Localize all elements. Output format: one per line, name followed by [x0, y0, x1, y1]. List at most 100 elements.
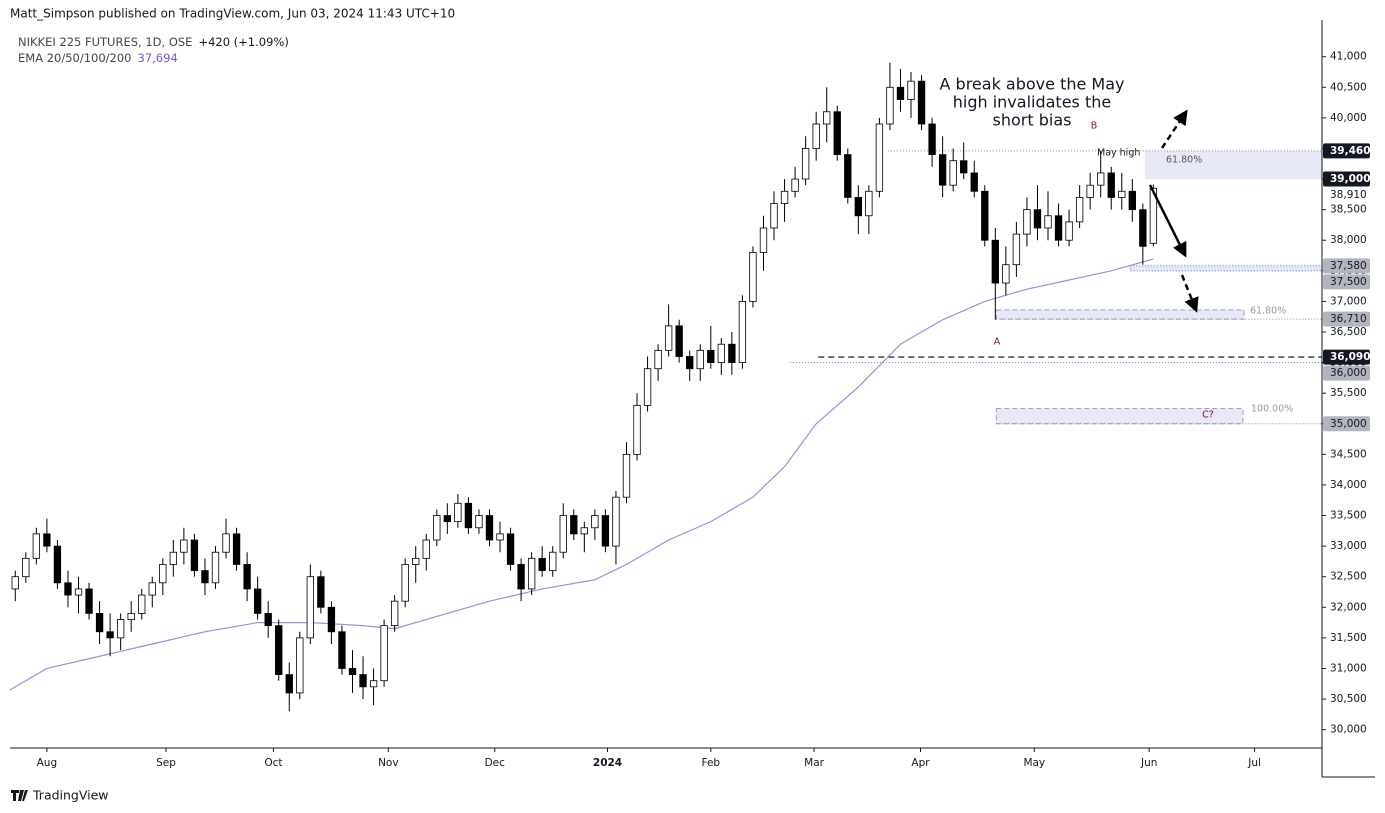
change: +420 (+1.09%)	[198, 35, 288, 49]
y-tick-label: 32,500	[1330, 571, 1367, 583]
candle-body	[612, 496, 620, 547]
candle-body	[433, 515, 441, 541]
y-tick-label: 31,500	[1330, 632, 1367, 644]
candle-body	[95, 613, 104, 633]
candle-body	[138, 594, 146, 614]
ema-line	[9, 258, 1154, 691]
candle-body	[875, 123, 884, 192]
price-label-box	[1323, 171, 1370, 187]
candle-body	[253, 588, 262, 614]
candle-body	[53, 545, 62, 584]
price-label-box	[1323, 274, 1370, 290]
candle-body	[633, 405, 641, 455]
ema-name: EMA 20/50/100/200	[18, 51, 132, 65]
fib-label: 100.00%	[1251, 404, 1293, 415]
wave-label: B	[1091, 121, 1098, 132]
candle-body	[570, 515, 578, 535]
candle-body	[327, 606, 336, 633]
candle-body	[707, 349, 715, 363]
candle-body	[422, 539, 430, 559]
candle-body	[865, 190, 873, 217]
candle-body	[928, 123, 936, 155]
y-tick-label: 34,500	[1330, 448, 1367, 460]
annotation: short bias	[993, 111, 1072, 130]
candle-body	[1012, 233, 1021, 266]
arrow	[1180, 274, 1199, 313]
price-label: 37,500	[1330, 276, 1367, 288]
y-tick-label: 30,000	[1330, 724, 1367, 736]
candle-body	[675, 325, 683, 357]
logo	[11, 790, 28, 801]
candle-body	[981, 190, 989, 241]
candle-body	[559, 515, 567, 553]
candle-body	[443, 515, 452, 523]
candle-body	[369, 680, 378, 688]
x-tick-label: May	[1023, 757, 1045, 769]
price-label-box	[1323, 143, 1370, 159]
y-tick-label: 34,000	[1330, 479, 1367, 491]
candle-body	[780, 190, 789, 204]
price-label: 39,460	[1330, 145, 1371, 157]
candle-body	[485, 515, 494, 541]
candle-body	[116, 619, 125, 639]
levels	[789, 150, 1322, 425]
candle-body	[1139, 209, 1147, 247]
wave-label: C?	[1202, 410, 1214, 421]
x-tick-label: Sep	[156, 757, 176, 769]
candle-body	[896, 86, 905, 100]
candle-body	[475, 515, 483, 529]
annotation: high invalidates the	[953, 93, 1111, 112]
candle-body	[1128, 190, 1136, 211]
y-tick-label: 38,000	[1330, 234, 1367, 246]
candle-body	[886, 86, 894, 125]
x-tick-label: Jun	[1140, 757, 1157, 769]
candle-body	[622, 453, 631, 498]
candle-body	[601, 515, 610, 547]
candle-body	[1107, 172, 1115, 198]
candle-body	[222, 533, 230, 553]
y-tick-label: 40,000	[1330, 112, 1367, 124]
candle-body	[211, 551, 220, 584]
candle-body	[454, 502, 462, 523]
candle-body	[159, 564, 167, 584]
price-label: 38,910	[1330, 189, 1367, 201]
footer: TradingView	[11, 788, 109, 803]
candle-body	[917, 80, 926, 125]
zone	[1129, 265, 1323, 272]
price-label-box	[1323, 258, 1370, 274]
price-axis: 30,000 30,500 31,000 31,500 32,000 32,500 33,0…	[1322, 51, 1371, 736]
candle-body	[496, 533, 504, 541]
candle-body	[22, 557, 30, 578]
x-tick-label: Apr	[911, 757, 930, 769]
candle-body	[1075, 197, 1084, 223]
candle-body	[180, 539, 188, 553]
candle-body	[696, 349, 704, 370]
candle-body	[823, 111, 831, 125]
candle-body	[580, 527, 588, 535]
candle-body	[717, 343, 725, 363]
candle-body	[32, 533, 41, 559]
price-label: 35,000	[1330, 418, 1367, 430]
candle-body	[591, 515, 599, 529]
y-tick-label: 40,500	[1330, 81, 1367, 93]
y-tick-label: 31,000	[1330, 662, 1367, 674]
x-tick-label: 2024	[593, 757, 622, 769]
candle-body	[412, 557, 420, 565]
candle-body	[907, 80, 915, 100]
price-label-box	[1323, 365, 1370, 381]
x-tick-label: Dec	[485, 757, 506, 769]
x-tick-label: Mar	[804, 757, 824, 769]
annotation: A break above the May	[940, 75, 1125, 94]
candle-body	[464, 502, 473, 529]
zones	[995, 150, 1323, 425]
candle-body	[390, 600, 399, 627]
candle-body	[359, 674, 367, 688]
candle-body	[64, 582, 72, 596]
candle-body	[770, 203, 778, 229]
symbol: NIKKEI 225 FUTURES, 1D, OSE	[18, 35, 192, 49]
arrow	[1148, 184, 1187, 258]
candle-body	[1086, 184, 1094, 198]
candle-body	[1054, 215, 1063, 241]
candle-body	[791, 178, 799, 192]
candle-body	[833, 111, 841, 155]
